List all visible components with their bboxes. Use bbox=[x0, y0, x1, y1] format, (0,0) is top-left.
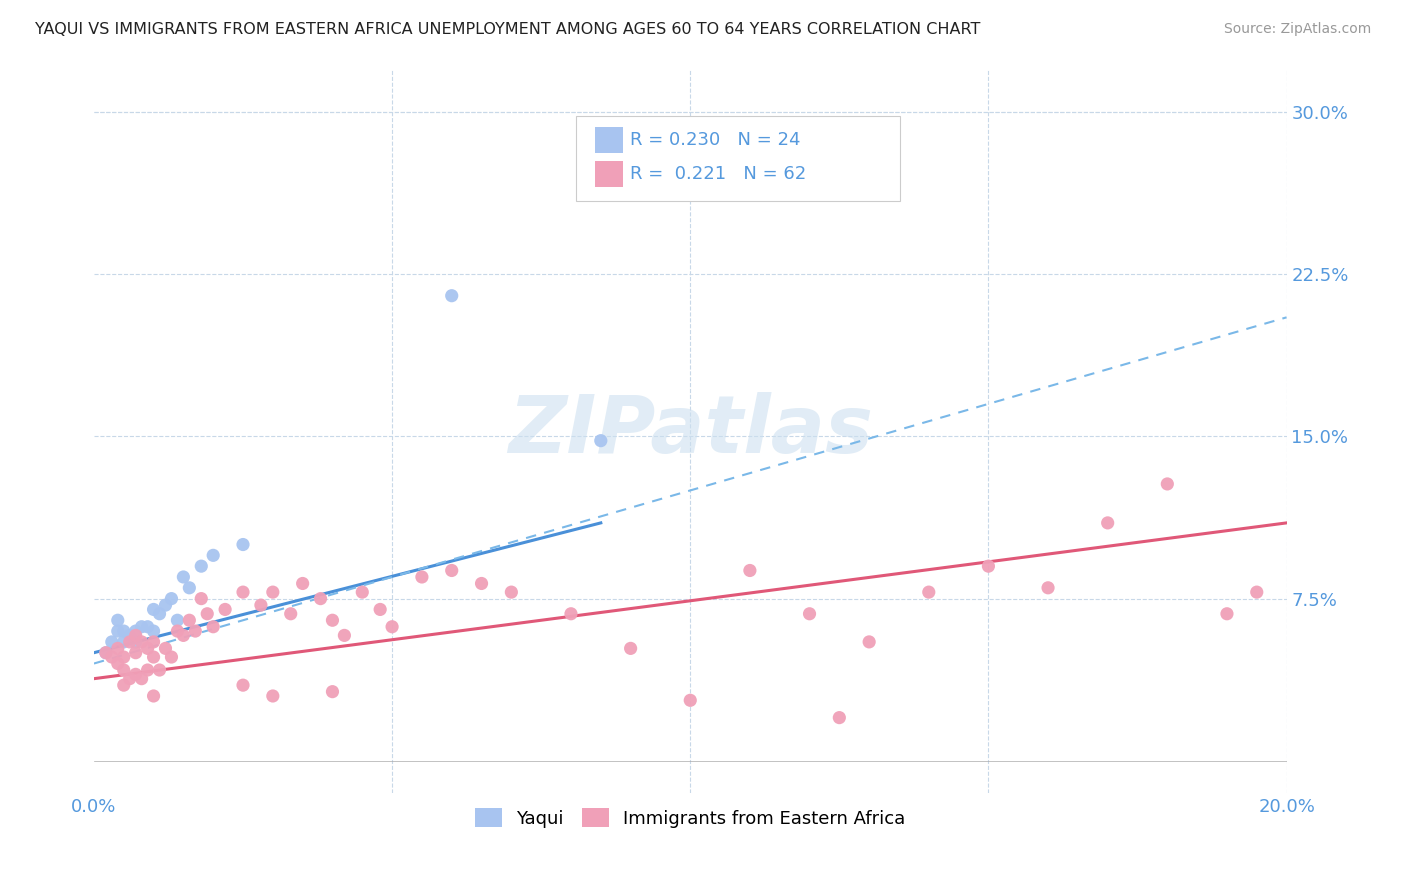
Point bbox=[148, 607, 170, 621]
Point bbox=[262, 689, 284, 703]
Point bbox=[142, 635, 165, 649]
Point bbox=[202, 549, 225, 563]
Point bbox=[321, 613, 343, 627]
Point bbox=[589, 434, 612, 448]
Point bbox=[160, 650, 183, 665]
Point bbox=[352, 585, 374, 599]
Point bbox=[679, 693, 702, 707]
Point bbox=[142, 624, 165, 638]
Point bbox=[124, 667, 146, 681]
Point bbox=[112, 678, 135, 692]
Point bbox=[131, 672, 153, 686]
Point bbox=[195, 607, 218, 621]
Point bbox=[232, 585, 254, 599]
Point bbox=[142, 650, 165, 665]
Point bbox=[470, 576, 492, 591]
Point bbox=[202, 620, 225, 634]
Point bbox=[1156, 477, 1178, 491]
Point bbox=[136, 663, 159, 677]
Point bbox=[112, 635, 135, 649]
Point bbox=[918, 585, 941, 599]
Point bbox=[124, 635, 146, 649]
Point bbox=[190, 591, 212, 606]
Point bbox=[333, 628, 356, 642]
Point bbox=[136, 620, 159, 634]
Point bbox=[160, 591, 183, 606]
Point bbox=[94, 646, 117, 660]
Point bbox=[124, 628, 146, 642]
Point bbox=[107, 641, 129, 656]
Point bbox=[118, 672, 141, 686]
Point bbox=[560, 607, 582, 621]
Point bbox=[101, 650, 124, 665]
Point bbox=[166, 613, 188, 627]
Point bbox=[368, 602, 391, 616]
Point bbox=[148, 663, 170, 677]
Point bbox=[94, 646, 117, 660]
Point bbox=[184, 624, 207, 638]
Point bbox=[118, 628, 141, 642]
Point bbox=[440, 564, 463, 578]
Y-axis label: Unemployment Among Ages 60 to 64 years: Unemployment Among Ages 60 to 64 years bbox=[0, 249, 8, 613]
Point bbox=[131, 620, 153, 634]
Point bbox=[155, 598, 177, 612]
Point bbox=[214, 602, 236, 616]
Text: Source: ZipAtlas.com: Source: ZipAtlas.com bbox=[1223, 22, 1371, 37]
Point bbox=[101, 635, 124, 649]
Point bbox=[501, 585, 523, 599]
Point bbox=[440, 289, 463, 303]
Point bbox=[381, 620, 404, 634]
Point bbox=[1036, 581, 1059, 595]
Point bbox=[620, 641, 643, 656]
Point bbox=[1246, 585, 1268, 599]
Point bbox=[124, 624, 146, 638]
Text: YAQUI VS IMMIGRANTS FROM EASTERN AFRICA UNEMPLOYMENT AMONG AGES 60 TO 64 YEARS C: YAQUI VS IMMIGRANTS FROM EASTERN AFRICA … bbox=[35, 22, 980, 37]
Point bbox=[172, 570, 194, 584]
Point bbox=[179, 581, 201, 595]
Point bbox=[738, 564, 761, 578]
Point bbox=[280, 607, 302, 621]
Point bbox=[1216, 607, 1239, 621]
Legend: Yaqui, Immigrants from Eastern Africa: Yaqui, Immigrants from Eastern Africa bbox=[468, 801, 912, 835]
Point bbox=[321, 684, 343, 698]
Point bbox=[155, 641, 177, 656]
Point bbox=[118, 635, 141, 649]
Point bbox=[291, 576, 314, 591]
Point bbox=[828, 711, 851, 725]
Point bbox=[112, 663, 135, 677]
Point bbox=[309, 591, 332, 606]
Point bbox=[124, 646, 146, 660]
Point bbox=[172, 628, 194, 642]
Point bbox=[166, 624, 188, 638]
Text: ZIPatlas: ZIPatlas bbox=[508, 392, 873, 470]
Text: R = 0.230   N = 24: R = 0.230 N = 24 bbox=[630, 131, 800, 149]
Point bbox=[411, 570, 433, 584]
Text: R =  0.221   N = 62: R = 0.221 N = 62 bbox=[630, 165, 806, 183]
Point bbox=[107, 657, 129, 671]
Point bbox=[107, 613, 129, 627]
Point bbox=[232, 537, 254, 551]
Point bbox=[142, 602, 165, 616]
Point bbox=[232, 678, 254, 692]
Point bbox=[112, 624, 135, 638]
Point bbox=[799, 607, 821, 621]
Point bbox=[190, 559, 212, 574]
Point bbox=[112, 650, 135, 665]
Point bbox=[250, 598, 273, 612]
Point bbox=[1097, 516, 1119, 530]
Point bbox=[179, 613, 201, 627]
Point bbox=[977, 559, 1000, 574]
Point bbox=[858, 635, 880, 649]
Point bbox=[136, 641, 159, 656]
Point bbox=[142, 689, 165, 703]
Point bbox=[107, 624, 129, 638]
Point bbox=[262, 585, 284, 599]
Point bbox=[131, 635, 153, 649]
